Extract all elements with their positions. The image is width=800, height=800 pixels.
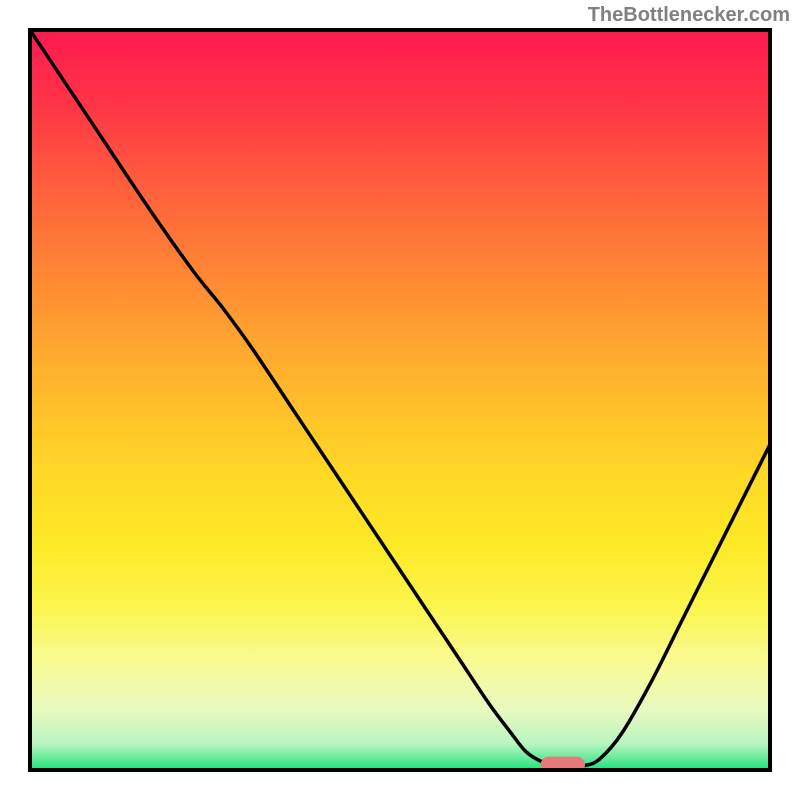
plot-background [30,30,770,770]
bottleneck-chart [0,0,800,800]
watermark-text: TheBottlenecker.com [588,4,790,27]
chart-container: TheBottlenecker.com [0,0,800,800]
